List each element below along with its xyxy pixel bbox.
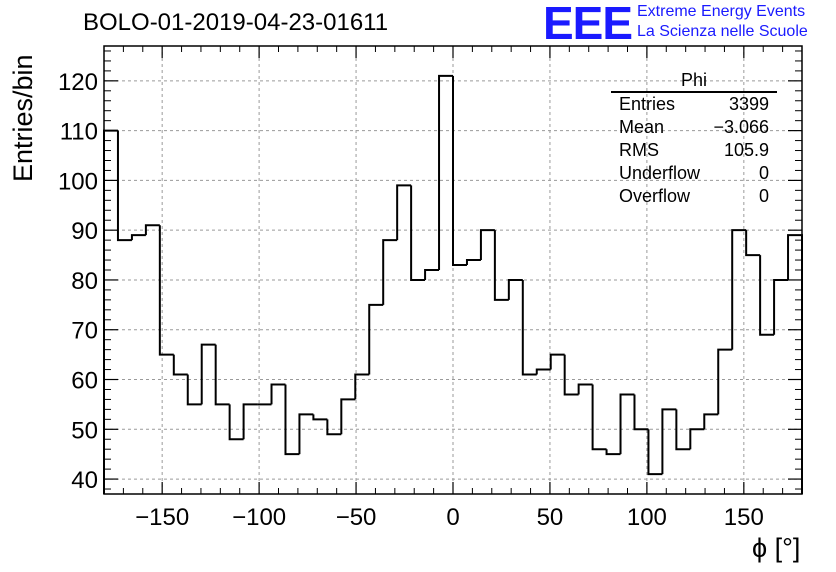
y-tick-label: 120	[58, 69, 98, 96]
histogram-bin	[354, 373, 370, 400]
y-tick-label: 60	[71, 368, 98, 395]
stats-row-underflow: Underflow 0	[611, 162, 777, 185]
y-tick-label: 80	[71, 268, 98, 295]
stats-label: Underflow	[619, 163, 701, 183]
histogram-bin	[465, 259, 481, 266]
histogram-bin	[200, 343, 216, 405]
y-tick-label: 40	[71, 467, 98, 494]
histogram-bin	[228, 404, 244, 441]
stats-value: 0	[758, 163, 769, 183]
histogram-bin	[368, 303, 384, 375]
stats-label: Entries	[619, 94, 676, 114]
histogram-bin	[144, 224, 160, 236]
histogram-bin	[563, 354, 579, 396]
stats-label: Overflow	[619, 186, 691, 206]
histogram-bin	[577, 383, 593, 395]
histogram-bin	[689, 428, 705, 450]
histogram-bin	[410, 185, 426, 281]
stats-row-rms: RMS 105.9	[611, 139, 777, 162]
x-tick-label: −50	[336, 504, 377, 531]
stats-value: 105.9	[723, 140, 769, 160]
x-axis-label: ϕ [°]	[752, 533, 801, 563]
stats-box: Phi Entries 3399 Mean −3.066 RMS 105.9 U…	[611, 70, 777, 208]
histogram-bin	[382, 239, 398, 305]
histogram-bin	[647, 429, 663, 476]
stats-row-entries: Entries 3399	[611, 93, 777, 116]
histogram-bin	[703, 413, 719, 430]
histogram-bin	[242, 403, 258, 440]
histogram-bin	[521, 279, 537, 376]
y-tick-label: 100	[58, 168, 98, 195]
histogram-bin	[619, 393, 635, 455]
histogram-bin	[172, 354, 188, 376]
histogram-bin	[340, 398, 356, 435]
histogram-bin	[717, 348, 733, 415]
tick-labels: −150 −100 −50 0 50 100 150 40 50 60 70 80 90 100 110 12…	[58, 69, 764, 531]
histogram-bin	[745, 230, 761, 257]
x-tick-label: −150	[135, 504, 189, 531]
histogram-bin	[507, 278, 523, 300]
histogram-bin	[326, 419, 342, 436]
histogram-bin	[731, 229, 747, 350]
stats-row-overflow: Overflow 0	[611, 185, 777, 208]
stats-value: 3399	[728, 94, 769, 114]
histogram-bin	[787, 234, 803, 494]
axis-ticks	[103, 46, 803, 494]
histogram-bin	[270, 383, 286, 405]
eee-logo: EEE	[543, 0, 633, 49]
histogram-bin	[396, 184, 412, 241]
stats-value: −3.066	[713, 117, 769, 137]
logo-caption-line1: Extreme Energy Events	[637, 3, 806, 20]
stats-label: Mean	[619, 117, 665, 137]
chart-title: BOLO-01-2019-04-23-01611	[83, 9, 389, 36]
histogram-bin	[675, 409, 691, 451]
y-tick-label: 110	[60, 119, 98, 146]
histogram-bin	[284, 384, 300, 456]
stats-row-mean: Mean −3.066	[611, 116, 777, 139]
histogram-bin	[479, 229, 495, 261]
stats-label: RMS	[619, 140, 659, 160]
x-tick-label: 150	[724, 504, 764, 531]
histogram-bin	[116, 130, 132, 242]
histogram-bin	[591, 384, 607, 451]
histogram-bin	[214, 344, 230, 406]
x-tick-label: −100	[232, 504, 286, 531]
stats-name: Phi	[611, 70, 777, 93]
x-tick-label: 100	[627, 504, 667, 531]
histogram-bin	[773, 278, 789, 335]
histogram-bin	[493, 230, 509, 301]
y-tick-label: 50	[71, 417, 98, 444]
y-tick-label: 90	[71, 218, 98, 245]
logo-caption-line2: La Scienza nelle Scuole	[637, 23, 808, 40]
histogram-bin	[186, 374, 202, 406]
logo-caption: Extreme Energy Events La Scienza nelle S…	[637, 2, 808, 42]
histogram-bin	[535, 368, 551, 375]
histogram-bin	[759, 255, 775, 336]
histogram-bin	[605, 449, 621, 456]
histogram-bin	[130, 234, 146, 241]
histogram-bin	[661, 408, 677, 475]
histogram-bin	[158, 225, 174, 356]
histogram-bin	[424, 269, 440, 280]
x-tick-label: 0	[446, 504, 459, 531]
histogram-bin	[452, 75, 467, 267]
stats-value: 0	[758, 186, 769, 206]
y-axis-label: Entries/bin	[8, 54, 38, 182]
histogram-bin	[633, 394, 649, 431]
histogram-bin	[549, 353, 565, 370]
histogram-bin	[298, 413, 314, 455]
y-tick-label: 70	[71, 318, 98, 345]
histogram-bin	[312, 414, 328, 421]
x-tick-label: 50	[537, 504, 564, 531]
histogram-bin	[438, 74, 453, 270]
